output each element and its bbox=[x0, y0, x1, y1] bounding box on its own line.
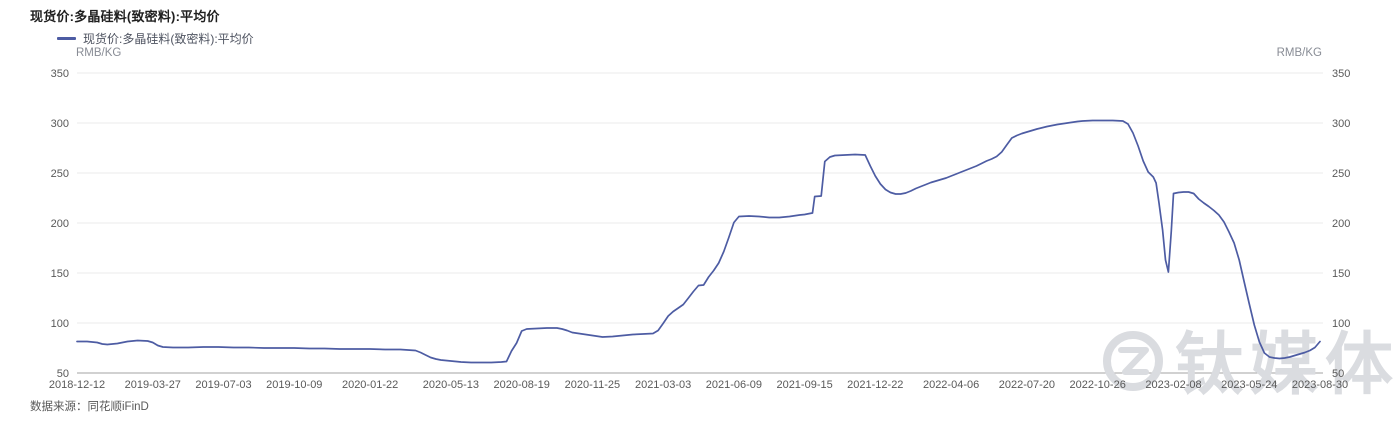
watermark-logo-glyph bbox=[1118, 347, 1149, 375]
x-axis-tick-label: 2019-10-09 bbox=[266, 379, 322, 391]
chart-title: 现货价:多晶硅料(致密料):平均价 bbox=[30, 9, 220, 24]
y-axis-tick-label-left: 200 bbox=[51, 218, 69, 230]
x-axis-tick-label: 2018-12-12 bbox=[49, 379, 105, 391]
y-axis-unit-right: RMB/KG bbox=[1276, 47, 1322, 59]
x-axis-tick-label: 2021-09-15 bbox=[776, 379, 832, 391]
x-axis-tick-label: 2022-04-06 bbox=[923, 379, 979, 391]
x-axis-tick-label: 2021-06-09 bbox=[706, 379, 762, 391]
watermark-logo-icon bbox=[1103, 331, 1163, 391]
grid-layer bbox=[77, 72, 1323, 374]
x-axis-tick-label: 2023-05-24 bbox=[1221, 379, 1277, 391]
x-axis-tick-label: 2020-05-13 bbox=[423, 379, 479, 391]
x-axis-tick-label: 2023-08-30 bbox=[1292, 379, 1348, 391]
watermark-text: 钛媒体 bbox=[1175, 327, 1398, 403]
y-axis-tick-label-right: 200 bbox=[1332, 218, 1350, 230]
series-layer bbox=[76, 119, 1321, 364]
y-axis-tick-label-left: 100 bbox=[51, 318, 69, 330]
x-axis-tick-label: 2020-11-25 bbox=[565, 379, 620, 391]
x-axis-tick-label: 2019-07-03 bbox=[195, 379, 251, 391]
y-axis-tick-label-right: 50 bbox=[1332, 368, 1344, 380]
y-axis-tick-label-left: 50 bbox=[57, 368, 69, 380]
legend-line-marker bbox=[57, 37, 76, 40]
y-axis-tick-label-right: 350 bbox=[1332, 68, 1350, 80]
x-axis-tick-label: 2023-02-08 bbox=[1145, 379, 1201, 391]
axis-label-layer: 50 50 100 100 150 150 200 200 250 250 300 300 350 350… bbox=[49, 68, 1351, 391]
y-axis-tick-label-right: 300 bbox=[1332, 118, 1350, 130]
y-axis-tick-label-left: 150 bbox=[51, 268, 69, 280]
legend-label: 现货价:多晶硅料(致密料):平均价 bbox=[83, 32, 254, 46]
watermark: 钛媒体 bbox=[1103, 327, 1398, 403]
x-axis-tick-label: 2022-07-20 bbox=[999, 379, 1055, 391]
data-source: 数据来源：同花顺iFinD bbox=[30, 401, 149, 413]
x-axis-tick-label: 2022-10-26 bbox=[1070, 379, 1126, 391]
y-axis-tick-label-right: 150 bbox=[1332, 268, 1350, 280]
x-axis-tick-label: 2020-08-19 bbox=[494, 379, 550, 391]
y-axis-tick-label-left: 300 bbox=[51, 118, 69, 130]
x-axis-tick-label: 2021-12-22 bbox=[847, 379, 903, 391]
y-axis-tick-label-right: 100 bbox=[1332, 318, 1350, 330]
legend: 现货价:多晶硅料(致密料):平均价 bbox=[57, 30, 254, 47]
price-line bbox=[76, 119, 1321, 364]
y-axis-tick-label-left: 250 bbox=[51, 168, 69, 180]
x-axis-tick-label: 2019-03-27 bbox=[125, 379, 181, 391]
y-axis-tick-label-left: 350 bbox=[51, 68, 69, 80]
x-axis-tick-label: 2021-03-03 bbox=[635, 379, 691, 391]
y-axis-unit-left: RMB/KG bbox=[76, 47, 122, 59]
x-axis-tick-label: 2020-01-22 bbox=[342, 379, 398, 391]
y-axis-tick-label-right: 250 bbox=[1332, 168, 1350, 180]
